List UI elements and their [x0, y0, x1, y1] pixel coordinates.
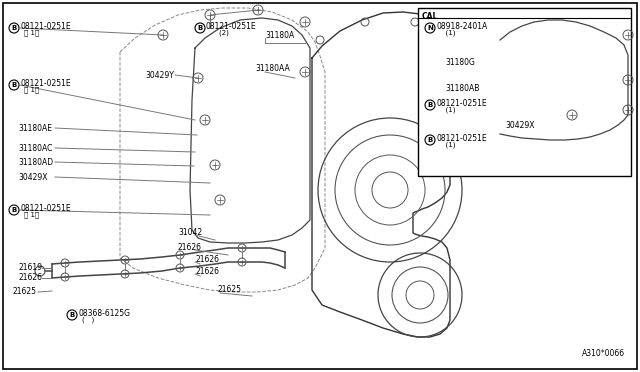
- Text: 08121-0251E: 08121-0251E: [20, 22, 70, 31]
- Text: 21626: 21626: [18, 273, 42, 282]
- Text: (1): (1): [441, 107, 456, 113]
- Text: 31180AC: 31180AC: [18, 144, 52, 153]
- Text: 21626: 21626: [195, 256, 219, 264]
- Text: 08121-0251E: 08121-0251E: [20, 203, 70, 212]
- Text: (1): (1): [441, 142, 456, 148]
- Text: 〈 1〉: 〈 1〉: [24, 87, 39, 93]
- Text: 08121-0251E: 08121-0251E: [437, 134, 488, 142]
- Text: 21625: 21625: [218, 285, 242, 295]
- Text: 〈 1〉: 〈 1〉: [24, 30, 39, 36]
- Text: 30429X: 30429X: [18, 173, 47, 182]
- Text: B: B: [428, 102, 433, 108]
- Text: B: B: [12, 207, 17, 213]
- Text: 08121-0251E: 08121-0251E: [437, 99, 488, 108]
- Text: (2): (2): [210, 30, 229, 36]
- Text: 21619: 21619: [18, 263, 42, 273]
- Text: 〈 1〉: 〈 1〉: [24, 212, 39, 218]
- Text: 21626: 21626: [195, 267, 219, 276]
- Text: 21625: 21625: [12, 288, 36, 296]
- Text: B: B: [69, 312, 75, 318]
- Text: 31042: 31042: [178, 228, 202, 237]
- Text: 31180AE: 31180AE: [18, 124, 52, 132]
- Text: 30429X: 30429X: [505, 121, 534, 129]
- Text: 08918-2401A: 08918-2401A: [437, 22, 488, 31]
- Text: (   ): ( ): [82, 317, 94, 323]
- Text: CAL: CAL: [422, 12, 438, 21]
- Text: A310*0066: A310*0066: [582, 349, 625, 358]
- Text: 30429Y: 30429Y: [145, 71, 174, 80]
- Text: B: B: [12, 25, 17, 31]
- Text: 31180AD: 31180AD: [18, 157, 53, 167]
- Text: 31180AB: 31180AB: [445, 83, 479, 93]
- Text: 08368-6125G: 08368-6125G: [78, 308, 130, 317]
- Text: N: N: [427, 25, 433, 31]
- Text: 31180AA: 31180AA: [255, 64, 290, 73]
- Text: 08121-0251E: 08121-0251E: [20, 78, 70, 87]
- Text: 08121-0251E: 08121-0251E: [206, 22, 257, 31]
- Text: (1): (1): [441, 30, 456, 36]
- Text: 31180A: 31180A: [265, 31, 294, 39]
- Text: 31180G: 31180G: [445, 58, 475, 67]
- Bar: [418, 8, 631, 176]
- Text: B: B: [428, 137, 433, 143]
- Text: 21626: 21626: [178, 244, 202, 253]
- Text: B: B: [197, 25, 203, 31]
- Text: B: B: [12, 82, 17, 88]
